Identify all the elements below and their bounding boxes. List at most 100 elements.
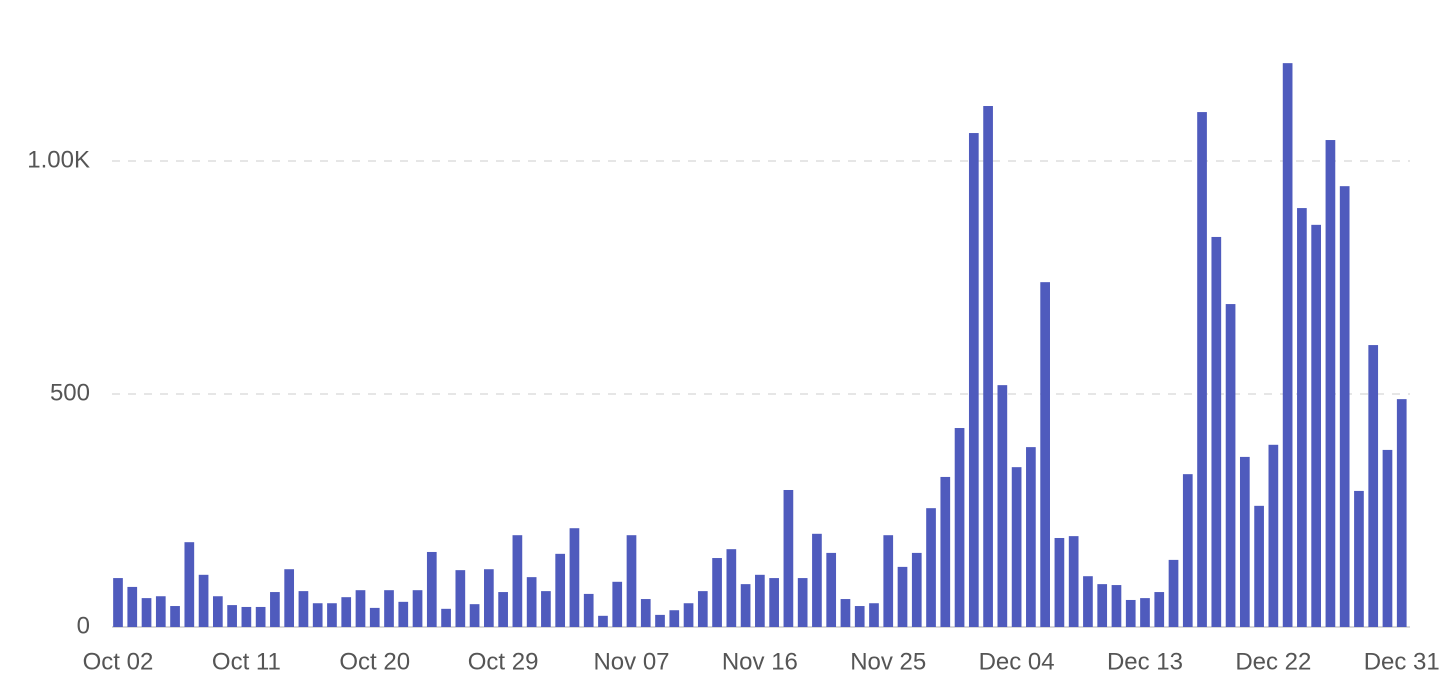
x-tick-label: Nov 07 [593,648,669,675]
x-tick-label: Nov 25 [850,648,926,675]
x-tick-label: Dec 22 [1235,648,1311,675]
bar [255,606,266,627]
bar [1040,282,1050,627]
bar [1182,474,1193,627]
bar [1011,467,1022,627]
bar [1382,449,1393,627]
bar [127,586,138,627]
bar [812,533,822,627]
bar [355,590,366,627]
bar [1154,592,1165,627]
bar [398,601,409,627]
bar [598,615,608,627]
bar [1140,598,1150,627]
bar [412,590,423,627]
bar [384,590,394,627]
bar [270,592,280,627]
bar [1168,559,1179,627]
bar [655,614,665,627]
bar [740,584,751,627]
bar [526,577,537,627]
bar [1396,399,1407,627]
bar [1254,505,1264,627]
x-tick-label: Dec 31 [1364,648,1440,675]
bar [1211,236,1222,627]
bar [484,569,494,627]
bar [212,596,223,627]
y-tick-label: 500 [50,379,90,406]
x-tick-label: Dec 04 [979,648,1055,675]
bar [184,542,195,627]
bar [1368,345,1379,627]
bar [897,566,908,627]
bar [455,570,466,627]
bar [170,606,180,627]
bar [712,558,722,627]
bar [369,607,380,627]
bar [426,551,437,627]
bar [612,581,623,627]
bar [1097,584,1108,627]
bar [726,549,737,627]
bar [512,535,523,627]
bar [583,593,594,627]
x-tick-label: Oct 20 [339,648,410,675]
bar [1054,537,1065,627]
bar [1268,444,1279,627]
x-tick-label: Oct 02 [83,648,154,675]
bar [640,599,651,627]
bar [797,578,808,627]
x-tick-label: Nov 16 [722,648,798,675]
bar [1339,186,1350,627]
bar [1282,63,1293,627]
bar [327,603,337,627]
bar [1311,224,1322,628]
x-tick-label: Oct 29 [468,648,539,675]
bar [555,553,566,627]
bar [569,528,580,627]
bar [626,535,637,627]
bar [954,428,965,627]
bar [155,596,166,627]
x-tick-label: Oct 11 [212,648,281,675]
bar [541,591,551,627]
bar [840,599,851,627]
bar [983,106,993,627]
bar [1225,304,1236,627]
bar [683,603,694,627]
bar [1297,208,1307,628]
bar [1111,585,1122,627]
bar [141,598,152,627]
bar [1083,576,1093,627]
bar [826,552,837,627]
bar [669,610,680,627]
bar [755,574,765,627]
bar [1354,490,1364,627]
y-tick-label: 1.00K [27,146,90,173]
bar [1068,536,1079,627]
bar [469,604,480,627]
bar [926,508,936,627]
bar [227,605,237,627]
bar [241,606,252,627]
bar [869,603,879,627]
bar [198,574,209,627]
bar [968,133,979,628]
bar [769,578,779,627]
bar [997,385,1008,627]
bar [783,489,794,627]
bar [498,592,508,627]
x-tick-label: Dec 13 [1107,648,1183,675]
bar [1197,112,1207,627]
bar [1026,447,1036,627]
bar [113,578,123,627]
y-tick-label: 0 [77,612,90,639]
bar [911,552,922,627]
bar [697,591,708,627]
bar [298,591,309,627]
bar [284,569,295,627]
bar [940,476,951,627]
bar [341,597,352,627]
bar [883,535,894,627]
